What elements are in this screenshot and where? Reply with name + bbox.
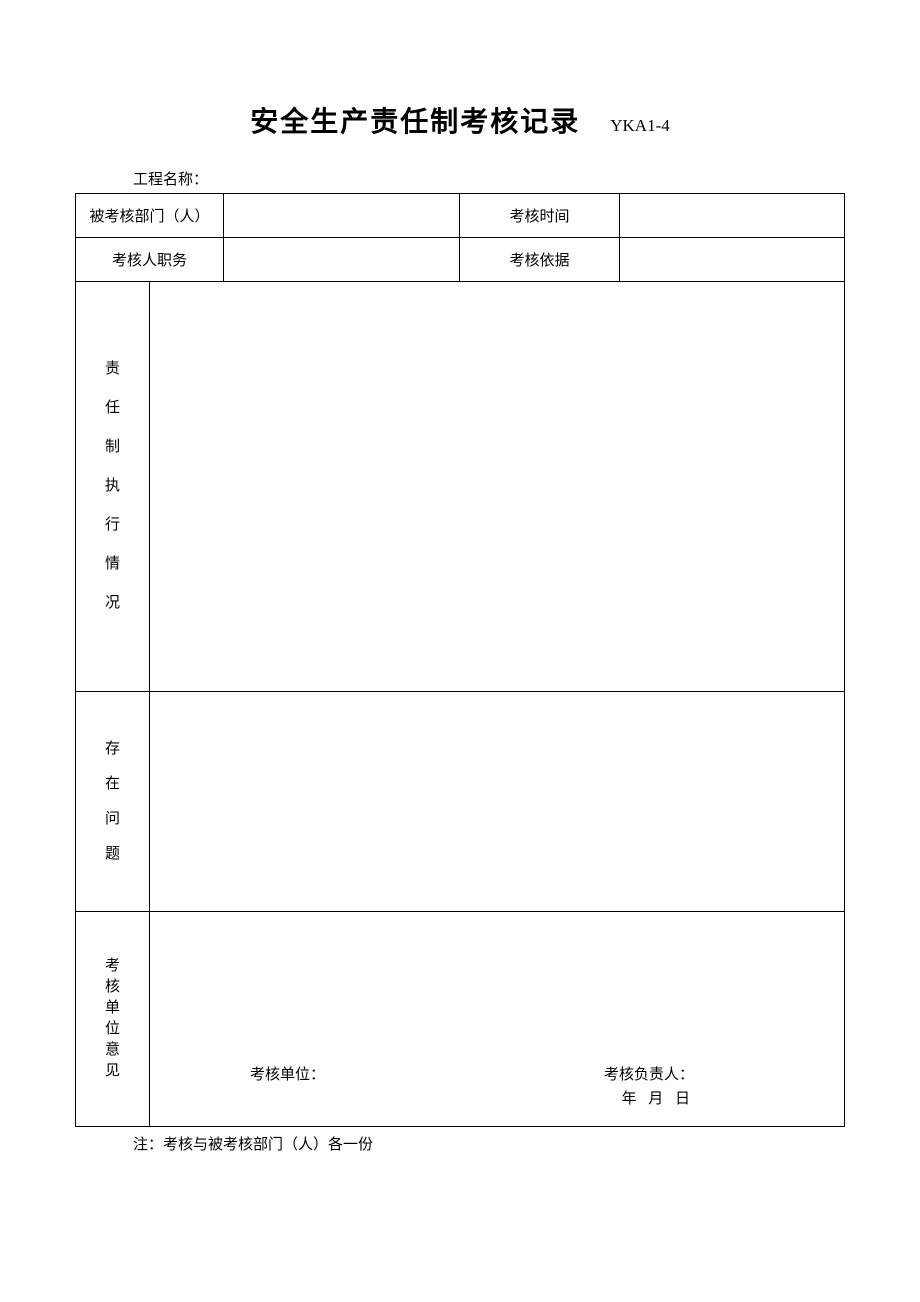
document-code: YKA1-4 (610, 116, 670, 136)
main-title: 安全生产责任制考核记录 (250, 100, 580, 140)
opinion-row: 考 核 单 位 意 见 考核单位： 考核负责人： 年 月 日 (76, 912, 845, 1127)
exec-char-7: 况 (105, 596, 120, 611)
issue-char-1: 存 (105, 742, 120, 757)
issues-row: 存 在 问 题 (76, 692, 845, 912)
position-value (224, 238, 460, 282)
header-row-2: 考核人职务 考核依据 (76, 238, 845, 282)
opinion-char-4: 位 (105, 1022, 120, 1037)
opinion-unit-label: 考核单位： (250, 1063, 325, 1084)
exec-char-4: 执 (105, 479, 120, 494)
issue-char-2: 在 (105, 777, 120, 792)
exec-char-2: 任 (105, 401, 120, 416)
basis-value (620, 238, 845, 282)
time-value (620, 194, 845, 238)
time-label: 考核时间 (460, 194, 620, 238)
exec-char-3: 制 (105, 440, 120, 455)
dept-value (224, 194, 460, 238)
assessment-form: 被考核部门（人） 考核时间 考核人职务 考核依据 责 任 制 执 行 情 况 (75, 193, 845, 1127)
execution-label: 责 任 制 执 行 情 况 (76, 282, 150, 692)
dept-label: 被考核部门（人） (76, 194, 224, 238)
basis-label: 考核依据 (460, 238, 620, 282)
project-name-label: 工程名称： (133, 168, 845, 189)
opinion-content-cell: 考核单位： 考核负责人： 年 月 日 (150, 912, 845, 1127)
header-row-1: 被考核部门（人） 考核时间 (76, 194, 845, 238)
opinion-label: 考 核 单 位 意 见 (76, 912, 150, 1127)
issues-label: 存 在 问 题 (76, 692, 150, 912)
opinion-char-3: 单 (105, 1001, 120, 1016)
opinion-date-label: 年 月 日 (621, 1087, 694, 1108)
opinion-char-6: 见 (105, 1064, 120, 1079)
title-row: 安全生产责任制考核记录 YKA1-4 (75, 100, 845, 140)
issue-char-3: 问 (105, 812, 120, 827)
opinion-char-2: 核 (105, 980, 120, 995)
opinion-person-label: 考核负责人： (604, 1063, 694, 1084)
document-page: 安全生产责任制考核记录 YKA1-4 工程名称： 被考核部门（人） 考核时间 考… (0, 0, 920, 1154)
execution-content (150, 282, 845, 692)
issue-char-4: 题 (105, 847, 120, 862)
exec-char-1: 责 (105, 362, 120, 377)
footnote: 注：考核与被考核部门（人）各一份 (133, 1133, 845, 1154)
exec-char-5: 行 (105, 518, 120, 533)
issues-content (150, 692, 845, 912)
opinion-char-1: 考 (105, 959, 120, 974)
opinion-char-5: 意 (105, 1043, 120, 1058)
position-label: 考核人职务 (76, 238, 224, 282)
execution-row: 责 任 制 执 行 情 况 (76, 282, 845, 692)
exec-char-6: 情 (105, 557, 120, 572)
